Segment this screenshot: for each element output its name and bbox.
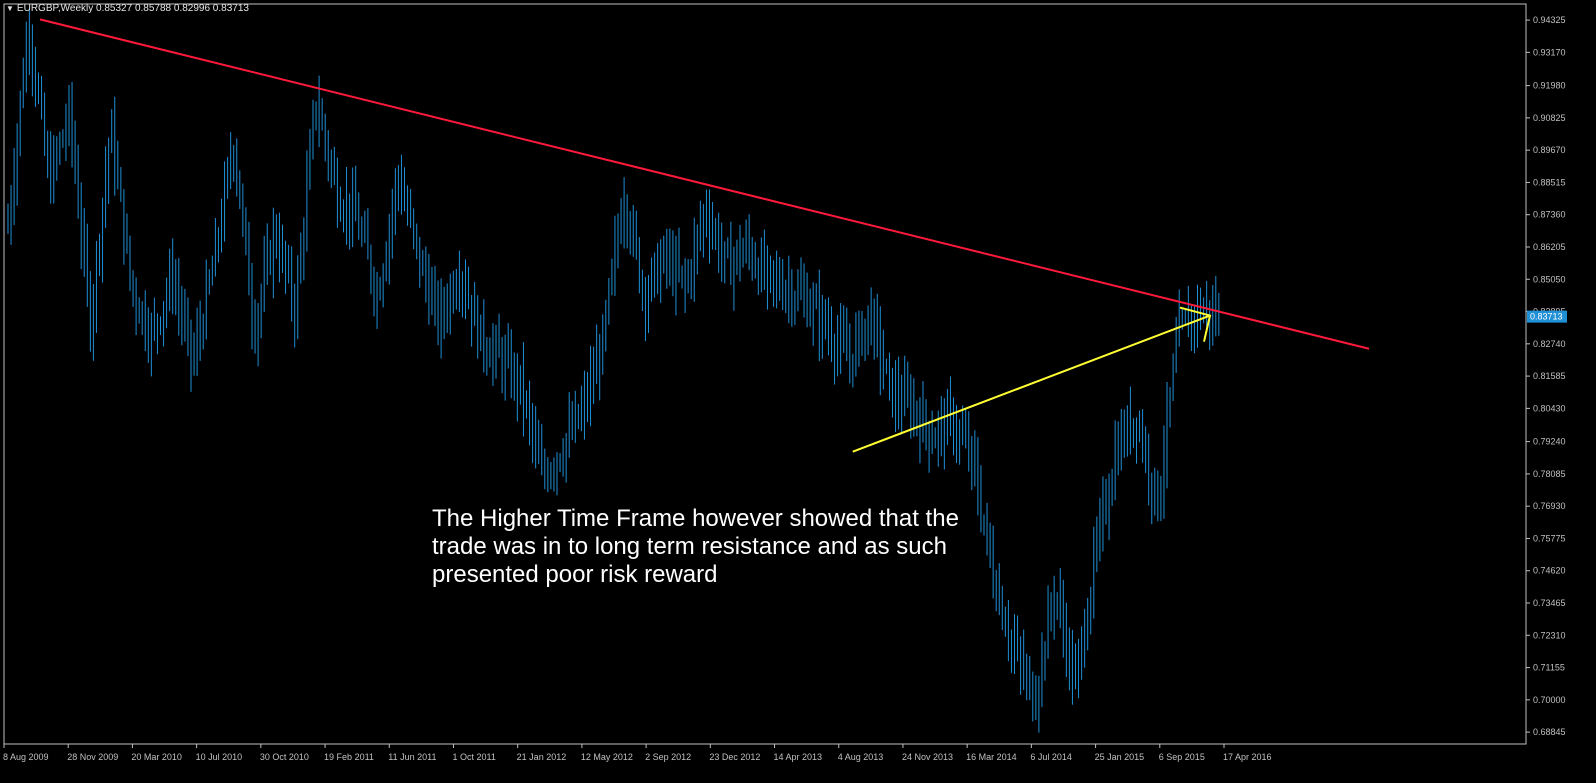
price-label-box <box>1527 310 1567 323</box>
y-tick-label: 0.75775 <box>1533 533 1566 543</box>
x-tick-label: 8 Aug 2009 <box>3 752 49 762</box>
chevron-down-icon[interactable]: ▼ <box>6 4 14 13</box>
y-tick-label: 0.78085 <box>1533 469 1566 479</box>
x-tick-label: 25 Jan 2015 <box>1095 752 1145 762</box>
y-tick-label: 0.89670 <box>1533 145 1566 155</box>
arrow-shaft <box>852 314 1211 453</box>
y-tick-label: 0.94325 <box>1533 15 1566 25</box>
y-tick-label: 0.73465 <box>1533 598 1566 608</box>
symbol-label: EURGBP,Weekly <box>16 3 94 14</box>
x-tick-label: 20 Mar 2010 <box>131 752 182 762</box>
x-tick-label: 16 Mar 2014 <box>966 752 1017 762</box>
x-tick-label: 10 Jul 2010 <box>196 752 243 762</box>
x-tick-label: 6 Jul 2014 <box>1030 752 1072 762</box>
chart-annotation: The Higher Time Frame however showed tha… <box>432 505 1072 589</box>
price-axis[interactable]: 0.94325 0.93170 0.91980 0.90825 0.89670 0.885… <box>1526 15 1566 737</box>
x-tick-label: 23 Dec 2012 <box>709 752 760 762</box>
y-tick-label: 0.70000 <box>1533 695 1566 705</box>
x-tick-label: 11 Jun 2011 <box>388 752 436 762</box>
y-tick-label: 0.87360 <box>1533 210 1566 220</box>
x-tick-label: 19 Feb 2011 <box>324 752 374 762</box>
arrow-head <box>1179 306 1212 342</box>
annotation-line-1: The Higher Time Frame however showed tha… <box>432 505 959 532</box>
y-tick-label: 0.88515 <box>1533 177 1566 187</box>
plot-frame <box>3 3 1527 745</box>
x-tick-label: 1 Oct 2011 <box>452 752 495 762</box>
chart-header: ▼ EURGBP,Weekly 0.85327 0.85788 0.82996 0… <box>6 3 249 14</box>
x-tick-label: 14 Apr 2013 <box>774 752 823 762</box>
y-tick-label: 0.90825 <box>1533 113 1566 123</box>
x-tick-label: 28 Nov 2009 <box>67 752 118 762</box>
y-tick-label: 0.86205 <box>1533 242 1566 252</box>
x-tick-label: 12 May 2012 <box>581 752 633 762</box>
ohlc-bars <box>7 9 1220 733</box>
x-tick-label: 30 Oct 2010 <box>260 752 309 762</box>
x-tick-label: 17 Apr 2016 <box>1223 752 1272 762</box>
resistance-trendline[interactable] <box>39 18 1370 350</box>
annotation-line-3: presented poor risk reward <box>432 561 718 588</box>
x-tick-label: 6 Sep 2015 <box>1159 752 1205 762</box>
x-tick-label: 4 Aug 2013 <box>838 752 884 762</box>
y-tick-label: 0.85050 <box>1533 274 1566 284</box>
y-tick-label: 0.74620 <box>1533 566 1566 576</box>
ohlc-values: 0.85327 0.85788 0.82996 0.83713 <box>96 3 249 14</box>
y-tick-label: 0.71155 <box>1533 663 1565 673</box>
time-axis[interactable]: 8 Aug 2009 28 Nov 2009 20 Mar 2010 10 Jul 2… <box>3 744 1272 762</box>
y-tick-label: 0.80430 <box>1533 403 1566 413</box>
x-tick-label: 21 Jan 2012 <box>517 752 567 762</box>
y-tick-label: 0.79240 <box>1533 437 1566 447</box>
annotation-arrow[interactable] <box>852 306 1212 453</box>
y-tick-label: 0.76930 <box>1533 501 1566 511</box>
y-tick-label: 0.81585 <box>1533 371 1566 381</box>
annotation-line-2: trade was in to long term resistance and… <box>432 533 947 560</box>
y-tick-label: 0.91980 <box>1533 81 1566 91</box>
y-tick-label: 0.68845 <box>1533 727 1566 737</box>
price-label-text: 0.83713 <box>1530 312 1563 322</box>
x-tick-label: 24 Nov 2013 <box>902 752 953 762</box>
y-tick-label: 0.93170 <box>1533 47 1566 57</box>
y-tick-label: 0.72310 <box>1533 630 1566 640</box>
current-price-label: 0.83713 <box>1527 310 1567 323</box>
x-tick-label: 2 Sep 2012 <box>645 752 691 762</box>
y-tick-label: 0.82740 <box>1533 339 1566 349</box>
